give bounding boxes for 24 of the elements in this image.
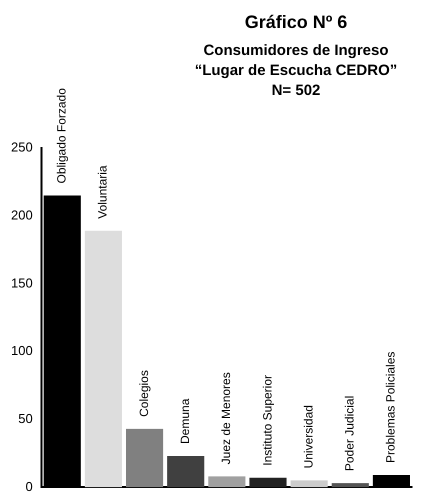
y-tick-label: 150 <box>10 275 33 290</box>
y-tick-label: 250 <box>10 140 33 155</box>
bar <box>126 428 164 488</box>
x-tick-label: Universidad <box>301 405 316 468</box>
x-tick-label: Colegios <box>136 370 151 417</box>
y-tick-label: 200 <box>10 207 33 222</box>
x-tick-label: Juez de Menores <box>219 372 234 464</box>
y-tick-label: 100 <box>10 343 33 358</box>
bar <box>332 483 369 488</box>
bar <box>290 480 328 488</box>
chart-title: Gráfico Nº 6 <box>244 12 348 33</box>
bar <box>167 456 204 488</box>
bar <box>249 478 287 488</box>
chart-subtitle: Consumidores de Ingreso “Lugar de Escucha CEDRO” N= 502 <box>194 41 398 101</box>
x-tick-label: Instituto Superior <box>260 374 274 466</box>
x-tick-label: Obligado Forzado <box>54 88 69 184</box>
y-tick-label: 50 <box>18 410 33 426</box>
bar <box>208 476 246 488</box>
x-tick-label: Voluntaria <box>96 165 110 219</box>
x-tick-label: Demuna <box>178 398 192 444</box>
x-tick-label: Poder Judicial <box>342 396 357 472</box>
x-tick-label: Problemas Policiales <box>384 352 398 463</box>
y-tick-label: 0 <box>25 478 33 494</box>
bar <box>84 230 122 488</box>
